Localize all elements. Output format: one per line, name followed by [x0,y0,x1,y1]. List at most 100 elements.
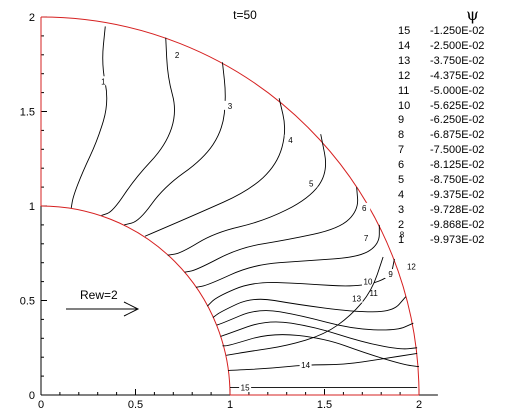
x-tick-label: 0 [38,399,44,411]
contour-label-bg [360,233,373,243]
contour-label-7: 7 [364,234,369,243]
legend-level: 5 [398,174,405,187]
legend-psi-value: -1.250E-02 [430,25,485,37]
contour-label-10: 10 [364,278,373,287]
contour-label-3: 3 [228,102,233,111]
legend-title: ψ [466,5,479,24]
legend-level: 7 [398,144,405,157]
x-tick-label: 1 [227,399,233,411]
x-tick-label: 1.5 [317,399,332,411]
contour-label-bg [361,276,374,286]
contour-line-9 [212,296,407,318]
axes: 0 0.5 1 1.5 2 0 0.5 1 1.5 2 [20,12,438,411]
y-tick-label: 2 [29,12,35,24]
contour-label-bg [384,269,397,279]
legend-psi-value: -9.375E-02 [430,188,485,201]
contour-label-bg [299,359,312,369]
legend-level: 4 [398,188,405,201]
contour-label-8: 8 [400,230,405,239]
outer-arc [40,16,420,396]
legend-psi-value: -3.750E-02 [430,54,485,67]
legend-psi-value: -9.973E-02 [430,233,485,246]
contour-label-bg [367,287,380,297]
x-tick-label: 0.5 [128,399,143,411]
legend-level: 3 [398,203,405,216]
legend-row: 12 -4.375E-02 [396,69,521,84]
contour-label-bg [305,178,318,188]
contour-label-bg [358,202,371,212]
contour-line-10 [216,310,414,331]
legend-psi-value: -5.625E-02 [430,99,485,112]
contour-label-1: 1 [101,77,106,86]
legend-row: 14 -2.500E-02 [396,39,521,54]
legend-level: 11 [398,84,410,97]
legend-row: 15 -1.250E-02 [396,24,521,39]
legend-level: 9 [398,114,405,127]
legend-row: 8 -6.875E-02 [396,128,521,143]
legend-level: 15 [398,25,411,37]
legend-psi-value: -7.500E-02 [430,144,485,157]
legend-row: 11 -5.000E-02 [396,84,521,99]
contour-label-2: 2 [175,51,180,60]
contour-label-bg [350,293,363,303]
legend-row: 13 -3.750E-02 [396,54,521,69]
contour-line-2 [101,37,175,216]
contour-line-8 [207,258,395,307]
arrow-head [123,301,140,317]
legend-psi-value: -9.728E-02 [430,203,485,216]
contour-label-bg [224,100,236,110]
y-tick-label: 0.5 [20,296,35,308]
legend-row: 6 -8.125E-02 [396,158,521,173]
legend-rows: 15 -1.250E-02 14 -2.500E-02 13 -3.750E-02 12 -4… [396,24,521,248]
y-tick-label: 1.5 [20,107,35,119]
y-tick-label: 0 [29,390,35,402]
y-tick-label: 1 [29,201,35,213]
contour-label-4: 4 [288,136,293,145]
contour-line-12 [222,334,420,368]
legend-row: 10 -5.625E-02 [396,99,521,114]
contour-label-9: 9 [388,270,393,279]
legend-level: 2 [398,218,405,231]
chart-title: t=50 [233,8,257,22]
contour-line-4 [144,98,286,237]
inner-arc [40,205,231,396]
legend-row: 9 -6.250E-02 [396,113,521,128]
contour-label-6: 6 [362,204,367,213]
legend-row: 7 -7.500E-02 [396,143,521,158]
legend-row: 4 -9.375E-02 [396,188,521,203]
legend-level: 10 [398,99,411,112]
x-tick-label: 2 [416,399,422,411]
rew-arrow [66,301,140,317]
contour-line-6 [184,187,359,273]
legend-level: 8 [398,129,405,142]
legend-psi-value: -9.868E-02 [430,218,485,231]
contour-line-7 [195,224,380,288]
legend-level: 13 [398,54,411,67]
contour-label-bg [171,49,184,59]
legend: ψ 15 -1.250E-02 14 -2.500E-02 13 -3.750E-02 12… [396,6,521,248]
legend-level: 6 [398,159,405,172]
contour-label-14: 14 [301,361,310,370]
legend-row: 2 -9.868E-02 [396,218,521,233]
legend-psi-value: -6.250E-02 [430,114,485,127]
contour-line-11 [220,321,418,350]
contour-line-1 [70,26,108,208]
domain-boundary [40,16,420,396]
legend-psi-value: -5.000E-02 [430,84,485,97]
contour-line-5 [167,134,327,256]
legend-psi-value: -8.125E-02 [430,159,485,172]
legend-level: 14 [398,39,411,52]
contour-label-bg [405,261,418,271]
contour-label-bg [395,229,408,239]
legend-psi-value: -6.875E-02 [430,129,485,142]
contour-label-11: 11 [369,289,378,298]
legend-row: 3 -9.728E-02 [396,203,521,218]
legend-psi-value: -2.500E-02 [430,39,485,52]
legend-level: 1 [398,233,405,246]
legend-row: 5 -8.750E-02 [396,173,521,188]
contour-label-bg [284,134,297,144]
contour-label-13: 13 [352,295,361,304]
contour-label-bg [239,382,252,392]
